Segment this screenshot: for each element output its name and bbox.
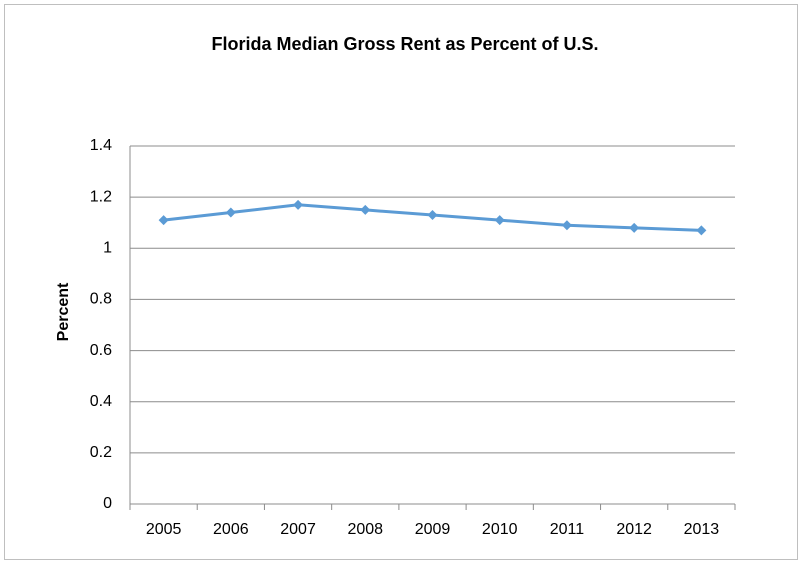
x-tick-label: 2005	[146, 521, 182, 538]
data-point	[293, 199, 304, 210]
x-tick-label: 2011	[550, 521, 585, 538]
x-tick-label: 2010	[482, 521, 518, 538]
chart-title: Florida Median Gross Rent as Percent of …	[211, 34, 598, 54]
data-point	[427, 210, 438, 221]
data-point	[225, 207, 236, 218]
y-tick-label: 1	[103, 240, 112, 257]
x-tick-label: 2007	[280, 521, 316, 538]
x-tick-label: 2012	[616, 521, 652, 538]
y-tick-label: 0.4	[90, 393, 112, 410]
y-axis-label: Percent	[55, 282, 72, 341]
y-tick-label: 0.8	[90, 291, 112, 308]
y-tick-label: 0	[103, 495, 112, 512]
data-point	[696, 225, 707, 236]
y-tick-label: 1.2	[90, 188, 112, 205]
x-tick-label: 2013	[684, 521, 720, 538]
x-tick-label: 2008	[347, 521, 383, 538]
data-point	[158, 215, 169, 226]
data-point	[494, 215, 505, 226]
y-tick-label: 0.2	[90, 444, 112, 461]
chart-border	[4, 4, 798, 560]
x-tick-label: 2006	[213, 521, 249, 538]
y-tick-label: 1.4	[90, 137, 112, 154]
data-point	[561, 220, 572, 231]
data-point	[629, 222, 640, 233]
data-point	[360, 204, 371, 215]
x-tick-label: 2009	[415, 521, 451, 538]
y-tick-label: 0.6	[90, 342, 112, 359]
